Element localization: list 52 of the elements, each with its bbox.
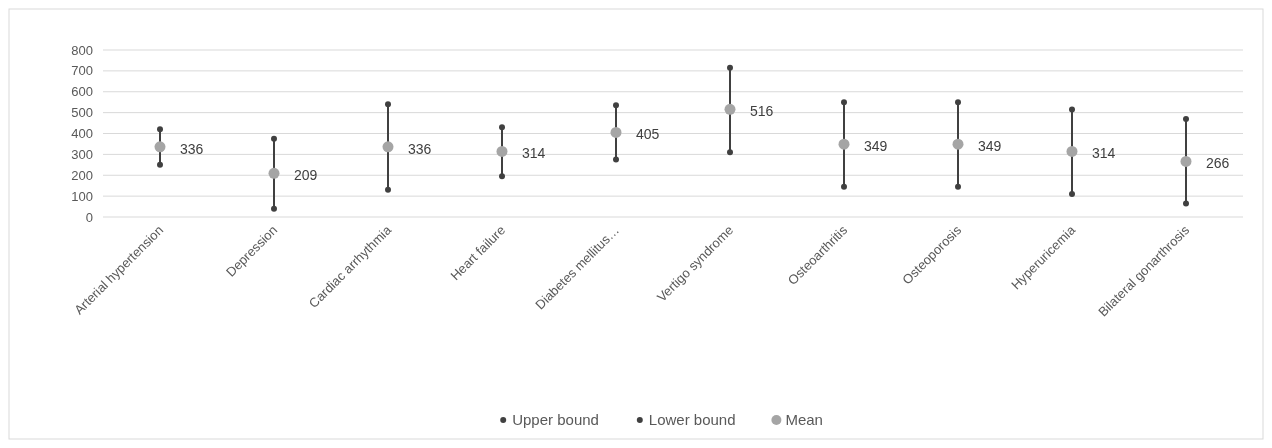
y-tick-label: 400 — [71, 126, 93, 142]
point — [157, 126, 163, 133]
point — [727, 64, 733, 71]
point — [268, 167, 280, 179]
point — [1183, 200, 1189, 207]
data-label: 349 — [978, 138, 1002, 155]
point — [955, 183, 961, 190]
point — [952, 138, 964, 150]
legend-label: Mean — [785, 411, 823, 429]
point — [271, 205, 277, 212]
point — [154, 141, 166, 153]
y-tick-label: 600 — [71, 84, 93, 100]
point — [271, 135, 277, 142]
point — [724, 103, 736, 115]
y-tick-label: 200 — [71, 167, 93, 183]
point — [499, 173, 505, 180]
data-label: 336 — [408, 140, 432, 157]
y-tick-label: 800 — [71, 42, 93, 58]
point — [841, 183, 847, 190]
point — [1069, 106, 1075, 113]
point — [1180, 155, 1192, 167]
data-label: 336 — [180, 140, 204, 157]
y-tick-label: 100 — [71, 188, 93, 204]
point — [610, 126, 622, 138]
data-label: 314 — [522, 145, 546, 162]
data-label: 266 — [1206, 155, 1230, 172]
point — [385, 186, 391, 193]
point — [1069, 191, 1075, 198]
point — [838, 138, 850, 150]
legend-label: Upper bound — [512, 411, 599, 429]
point — [499, 124, 505, 131]
data-label: 516 — [750, 103, 774, 120]
point — [613, 102, 619, 109]
point — [955, 99, 961, 106]
point — [613, 156, 619, 163]
point — [841, 99, 847, 106]
point — [382, 141, 394, 153]
y-tick-label: 0 — [85, 209, 93, 225]
legend-label: Lower bound — [648, 411, 736, 429]
data-label: 209 — [294, 167, 318, 184]
data-label: 405 — [636, 126, 660, 143]
y-tick-label: 500 — [71, 105, 93, 121]
data-label: 349 — [864, 138, 888, 155]
data-label: 314 — [1092, 145, 1116, 162]
point — [1183, 115, 1189, 122]
y-tick-label: 700 — [71, 63, 93, 79]
point — [385, 101, 391, 108]
y-tick-label: 300 — [71, 146, 93, 162]
point — [157, 161, 163, 168]
point — [727, 149, 733, 156]
point — [496, 145, 508, 157]
point — [1066, 145, 1078, 157]
